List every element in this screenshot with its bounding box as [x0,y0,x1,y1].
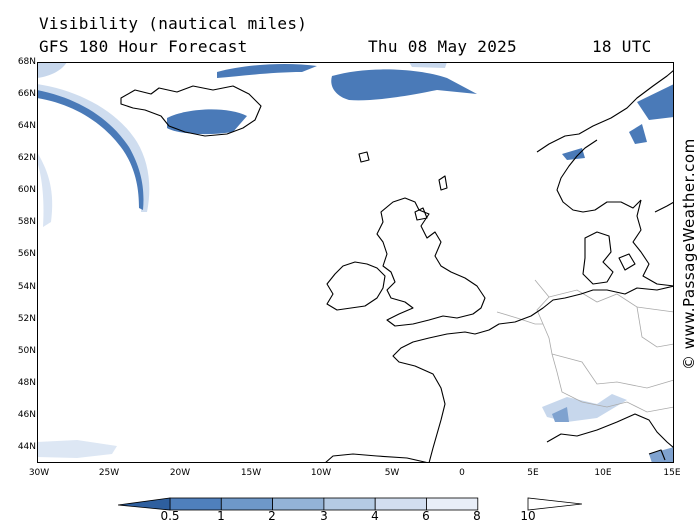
lat-label-68n: 68N [17,57,36,67]
coastlines [120,69,674,463]
colorbar-low-extend [118,497,171,511]
lon-label-15e: 15E [663,468,681,478]
lat-label-48n: 48N [17,378,36,388]
map-frame [37,62,674,463]
forecast-subtitle: GFS 180 Hour Forecast [39,37,248,56]
lat-label-56n: 56N [17,249,36,259]
visibility-map [37,62,674,463]
norway-coast [536,69,674,213]
lat-label-52n: 52N [17,314,36,324]
continental-coast [392,285,674,463]
colorbar-label-3: 3 [320,509,328,523]
colorbar-cell [426,497,479,511]
colorbar-label-8: 8 [473,509,481,523]
iceland-coast [120,85,262,137]
country-borders [496,279,674,413]
colorbar-label-1: 1 [217,509,225,523]
mediterranean-coast [546,413,674,449]
ireland-coast [326,261,386,311]
lat-label-62n: 62N [17,153,36,163]
lon-label-20w: 20W [169,468,191,478]
colorbar-label-2: 2 [268,509,276,523]
lat-label-60n: 60N [17,185,36,195]
colorbar-label-4: 4 [371,509,379,523]
visibility-shading [37,62,674,463]
denmark-coast [582,231,614,285]
lon-label-10w: 10W [310,468,332,478]
lat-label-46n: 46N [17,410,36,420]
lat-label-50n: 50N [17,346,36,356]
lat-label-54n: 54N [17,282,36,292]
lon-label-25w: 25W [98,468,120,478]
lon-label-30w: 30W [28,468,50,478]
lat-label-58n: 58N [17,217,36,227]
lat-label-66n: 66N [17,89,36,99]
lon-label-15w: 15W [240,468,262,478]
lat-label-44n: 44N [17,442,36,452]
colorbar-high-extend [527,497,582,511]
colorbar-label-10: 10 [520,509,536,523]
lon-label-10e: 10E [594,468,612,478]
credit-watermark: © www.PassageWeather.com [680,138,698,370]
lon-label-5w: 5W [384,468,400,478]
colorbar-label-0.5: 0.5 [160,509,180,523]
colorbar [118,497,582,511]
map-title: Visibility (nautical miles) [39,14,308,33]
great-britain-coast [376,197,486,327]
lon-label-5e: 5E [527,468,539,478]
lat-label-64n: 64N [17,121,36,131]
iberia-coast [324,453,430,463]
forecast-time: 18 UTC [592,37,652,56]
forecast-date: Thu 08 May 2025 [368,37,517,56]
colorbar-label-6: 6 [422,509,430,523]
lon-label-0: 0 [459,468,465,478]
